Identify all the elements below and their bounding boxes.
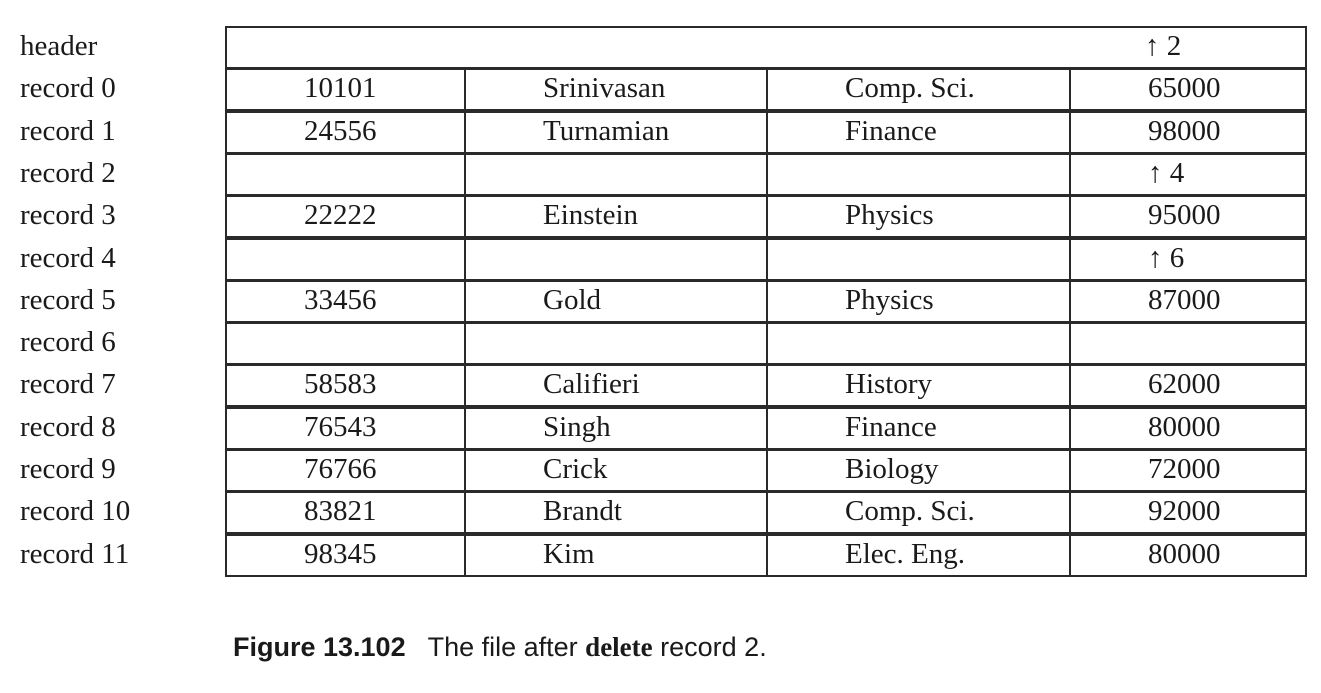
- header-cell: ↑ 2: [227, 28, 1305, 67]
- dept-cell: [766, 154, 1069, 194]
- record-row: record 7 58583 Califieri History 62000: [0, 363, 1321, 408]
- row-label: record 0: [20, 72, 116, 105]
- row-label: record 7: [20, 368, 116, 401]
- id-cell: 83821: [304, 495, 377, 528]
- record-row: record 5 33456 Gold Physics 87000: [0, 279, 1321, 323]
- dept-cell: History: [766, 366, 1069, 406]
- record-row: record 2 ↑ 4: [0, 152, 1321, 196]
- caption-text-end: record 2.: [652, 632, 767, 662]
- name-cell: Einstein: [464, 197, 766, 237]
- record-box: 76543 Singh Finance 80000: [225, 406, 1307, 450]
- dept-cell: Physics: [766, 197, 1069, 237]
- record-row: record 8 76543 Singh Finance 80000: [0, 406, 1321, 450]
- name-cell: [464, 239, 766, 279]
- name-cell: Singh: [464, 408, 766, 448]
- name-cell: Gold: [464, 281, 766, 321]
- dept-cell: Finance: [766, 408, 1069, 448]
- row-label: record 6: [20, 326, 116, 359]
- row-label: record 2: [20, 156, 116, 189]
- id-cell: 10101: [304, 72, 377, 105]
- dept-cell: [766, 324, 1069, 364]
- row-label: record 3: [20, 199, 116, 232]
- free-list-pointer: ↑ 2: [1145, 30, 1182, 62]
- id-cell: 22222: [304, 199, 377, 232]
- salary-cell: 65000: [1069, 70, 1305, 110]
- salary-cell: 95000: [1069, 197, 1305, 237]
- header-row: header ↑ 2: [0, 25, 1321, 69]
- salary-cell: 92000: [1069, 493, 1305, 533]
- salary-cell: [1069, 324, 1305, 364]
- row-label: record 4: [20, 241, 116, 274]
- record-box: 22222 Einstein Physics 95000: [225, 195, 1307, 239]
- name-cell: Brandt: [464, 493, 766, 533]
- row-label: record 5: [20, 283, 116, 316]
- id-cell: 24556: [304, 114, 377, 147]
- record-box: 33456 Gold Physics 87000: [225, 279, 1307, 323]
- salary-cell: 72000: [1069, 451, 1305, 490]
- row-label: record 10: [20, 495, 131, 528]
- record-row: record 3 22222 Einstein Physics 95000: [0, 194, 1321, 239]
- salary-cell: 62000: [1069, 366, 1305, 406]
- record-box: ↑ 6: [225, 237, 1307, 281]
- dept-cell: Comp. Sci.: [766, 493, 1069, 533]
- name-cell: Srinivasan: [464, 70, 766, 110]
- figure-number: Figure 13.102: [233, 632, 406, 662]
- record-box: 83821 Brandt Comp. Sci. 92000: [225, 491, 1307, 535]
- row-label: record 11: [20, 537, 130, 570]
- salary-cell: 80000: [1069, 408, 1305, 448]
- record-box: ↑ 4: [225, 152, 1307, 196]
- name-cell: Crick: [464, 451, 766, 490]
- id-cell: [227, 155, 464, 194]
- dept-cell: Comp. Sci.: [766, 70, 1069, 110]
- row-label: header: [20, 30, 98, 62]
- id-cell: 76766: [304, 453, 377, 485]
- name-cell: Turnamian: [464, 112, 766, 152]
- salary-cell: 80000: [1069, 535, 1305, 575]
- dept-cell: Finance: [766, 112, 1069, 152]
- caption-text: The file after: [427, 632, 586, 662]
- dept-cell: Elec. Eng.: [766, 535, 1069, 575]
- dept-cell: Physics: [766, 281, 1069, 321]
- salary-cell: 98000: [1069, 112, 1305, 152]
- record-box: 98345 Kim Elec. Eng. 80000: [225, 533, 1307, 577]
- name-cell: Califieri: [464, 366, 766, 406]
- record-box: 58583 Califieri History 62000: [225, 364, 1307, 408]
- name-cell: [464, 154, 766, 194]
- id-cell: 98345: [304, 537, 377, 570]
- record-row: record 1 24556 Turnamian Finance 98000: [0, 110, 1321, 154]
- record-row: record 4 ↑ 6: [0, 237, 1321, 281]
- record-row: record 9 76766 Crick Biology 72000: [0, 448, 1321, 492]
- record-box: 24556 Turnamian Finance 98000: [225, 110, 1307, 154]
- caption-keyword: delete: [585, 632, 653, 662]
- record-row: record 6: [0, 321, 1321, 366]
- id-cell: [227, 324, 464, 363]
- row-label: record 8: [20, 410, 116, 443]
- dept-cell: [766, 239, 1069, 279]
- id-cell: [227, 240, 464, 279]
- row-label: record 1: [20, 114, 116, 147]
- id-cell: 76543: [304, 410, 377, 443]
- record-box: [225, 322, 1307, 366]
- salary-cell: 87000: [1069, 281, 1305, 321]
- salary-cell: ↑ 4: [1069, 154, 1305, 194]
- figure-caption: Figure 13.102 The file after delete recor…: [233, 632, 767, 663]
- row-label: record 9: [20, 453, 116, 485]
- header-box: ↑ 2: [225, 26, 1307, 69]
- dept-cell: Biology: [766, 451, 1069, 490]
- name-cell: Kim: [464, 535, 766, 575]
- record-row: record 11 98345 Kim Elec. Eng. 80000: [0, 533, 1321, 577]
- record-box: 76766 Crick Biology 72000: [225, 449, 1307, 492]
- salary-cell: ↑ 6: [1069, 239, 1305, 279]
- record-row: record 0 10101 Srinivasan Comp. Sci. 65000: [0, 67, 1321, 112]
- name-cell: [464, 324, 766, 364]
- id-cell: 58583: [304, 368, 377, 401]
- record-row: record 10 83821 Brandt Comp. Sci. 92000: [0, 490, 1321, 535]
- id-cell: 33456: [304, 283, 377, 316]
- record-box: 10101 Srinivasan Comp. Sci. 65000: [225, 68, 1307, 112]
